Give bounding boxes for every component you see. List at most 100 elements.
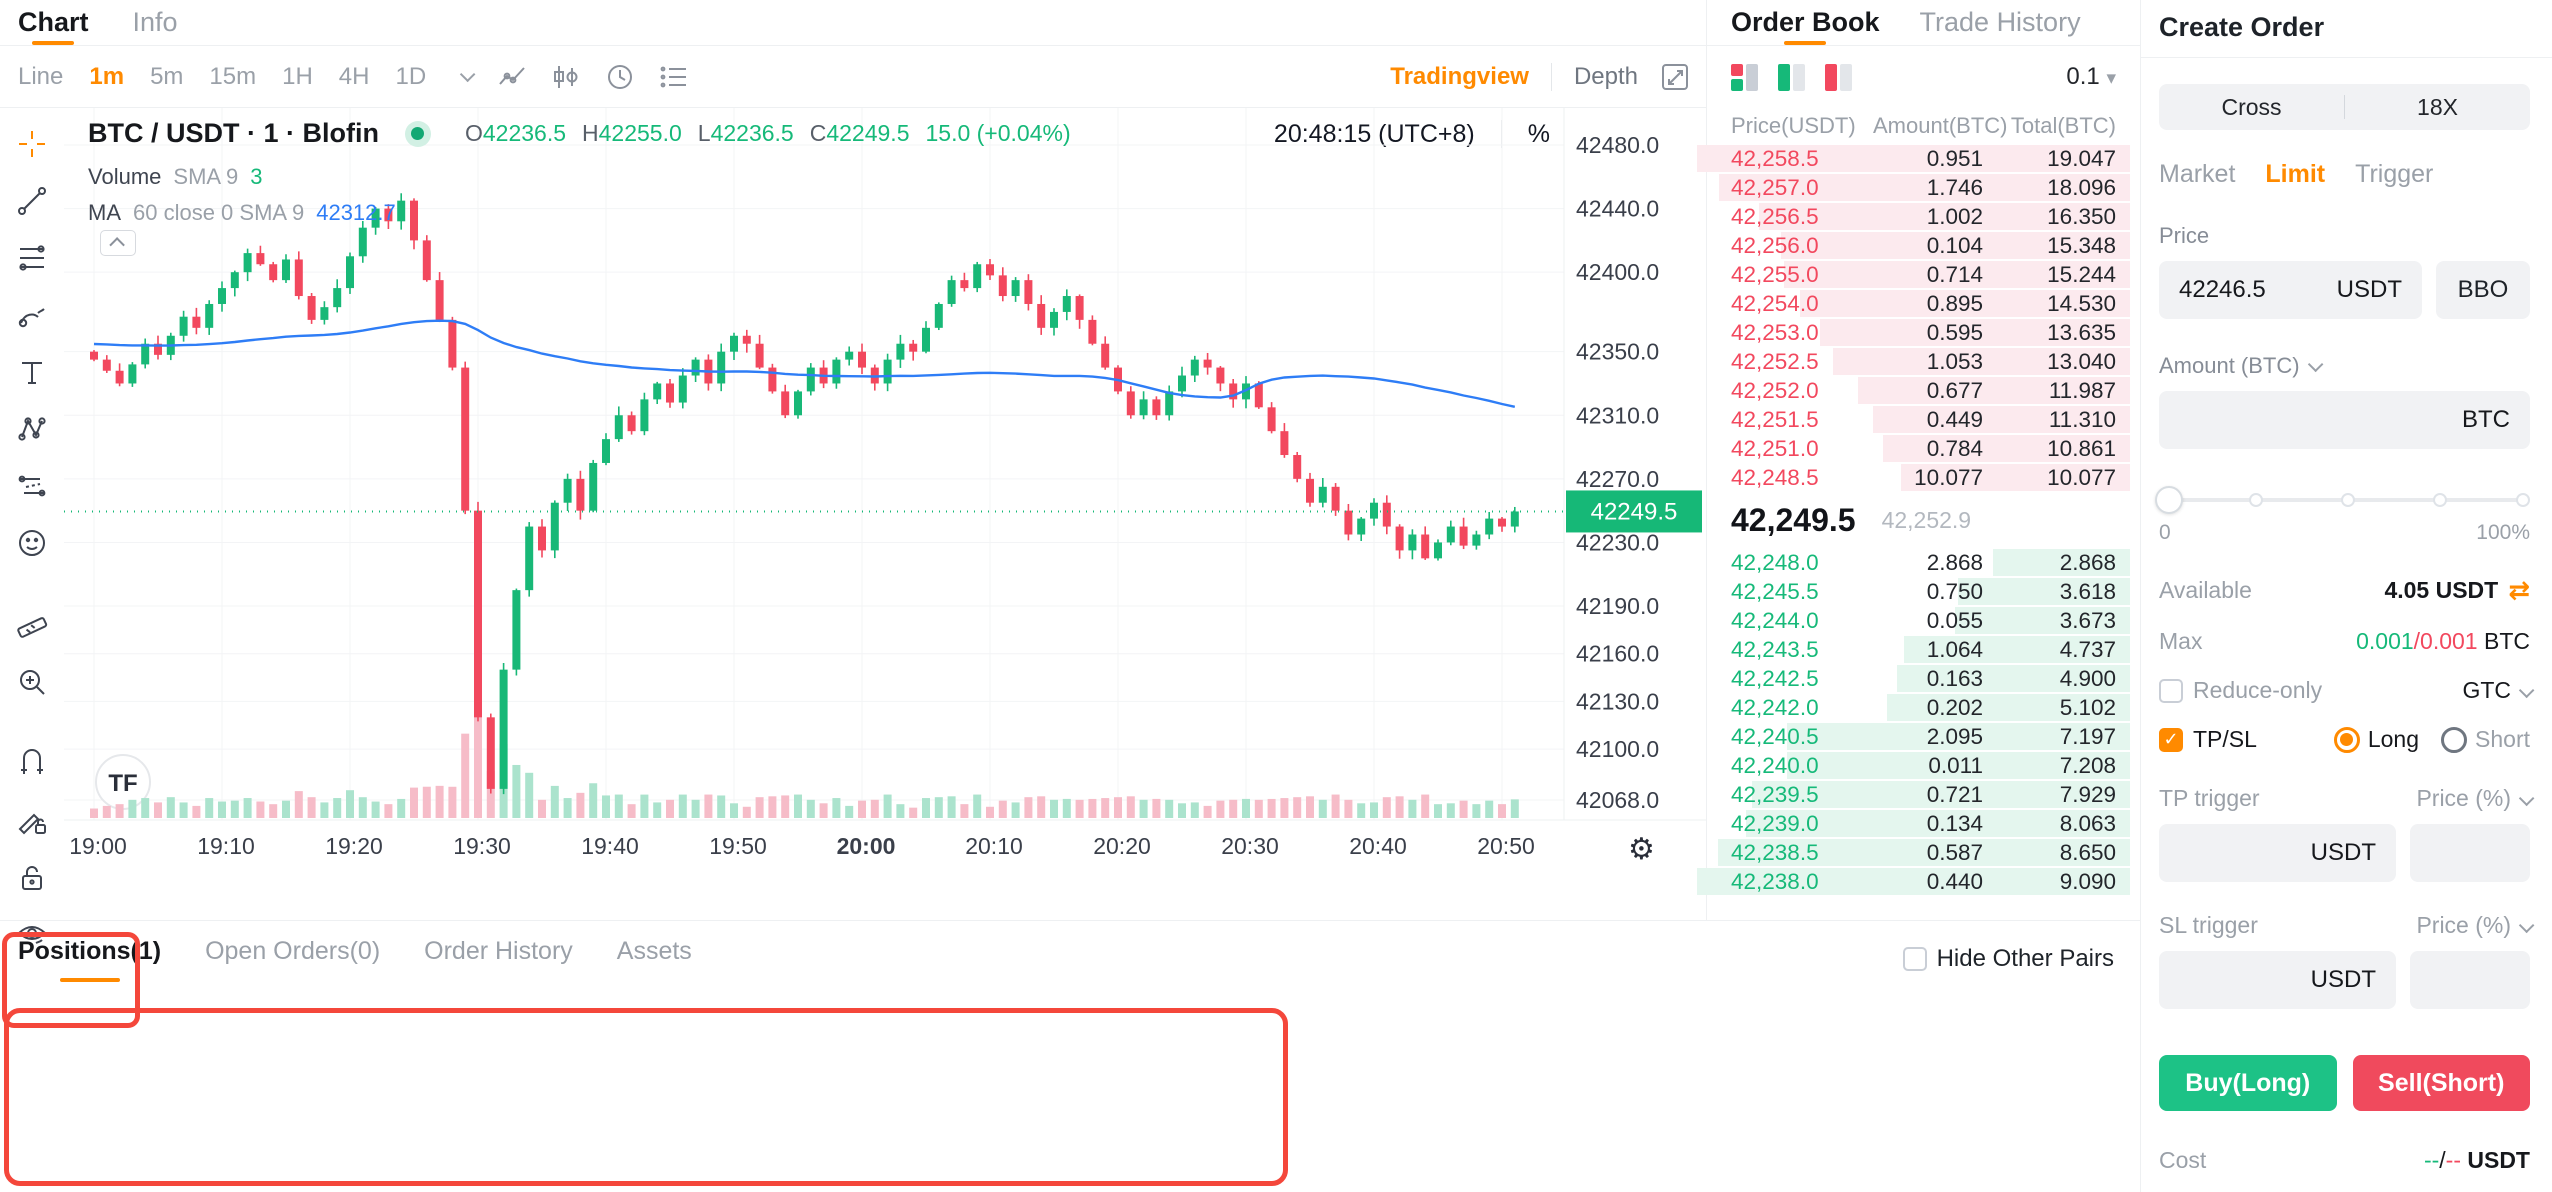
ask-row[interactable]: 42,254.0 0.895 14.530 [1707, 289, 2140, 318]
amount-slider[interactable] [2155, 485, 2530, 515]
indicators-icon[interactable] [551, 62, 581, 92]
xabcd-pattern-icon[interactable] [16, 413, 48, 445]
ohlc-readout: O42236.5 H42255.0 L42236.5 C42249.5 15.0… [464, 120, 1071, 146]
ask-row[interactable]: 42,252.0 0.677 11.987 [1707, 376, 2140, 405]
price-chart[interactable]: TF 42480.0 42440.0 42400.0 42350.0 42310.0 422… [64, 108, 1706, 868]
expand-icon[interactable] [1660, 62, 1690, 92]
timeframe-dropdown-icon[interactable] [459, 66, 476, 83]
svg-text:19:20: 19:20 [325, 833, 383, 859]
tab-positions[interactable]: Positions(1) [18, 937, 161, 988]
drawing-lock-icon[interactable] [16, 805, 48, 837]
ask-row[interactable]: 42,257.0 1.746 18.096 [1707, 173, 2140, 202]
chart-type-icon[interactable] [497, 62, 527, 92]
tab-info[interactable]: Info [132, 7, 178, 37]
bid-row[interactable]: 42,242.0 0.202 5.102 [1707, 693, 2140, 722]
tab-trigger[interactable]: Trigger [2355, 160, 2434, 188]
fib-retracement-icon[interactable] [16, 242, 48, 274]
book-view-asks-icon[interactable] [1825, 63, 1852, 91]
crosshair-icon[interactable] [16, 128, 48, 160]
buy-long-button[interactable]: Buy(Long) [2159, 1055, 2337, 1111]
chart-toolbar: Line 1m 5m 15m 1H 4H 1D Tradingview Dept… [0, 46, 1706, 108]
tp-trigger-label: TP trigger [2159, 785, 2260, 811]
tif-select[interactable]: GTC [2462, 677, 2535, 704]
tpsl-toggle[interactable]: ✓ TP/SL [2159, 726, 2257, 753]
trend-line-icon[interactable] [16, 185, 48, 217]
tab-open-orders[interactable]: Open Orders(0) [205, 937, 381, 965]
percent-scale-button[interactable]: % [1527, 119, 1550, 148]
svg-text:19:00: 19:00 [69, 833, 127, 859]
tab-trade-history[interactable]: Trade History [1919, 7, 2081, 37]
ask-row[interactable]: 42,251.5 0.449 11.310 [1707, 405, 2140, 434]
brush-icon[interactable] [16, 299, 48, 331]
zoom-in-icon[interactable] [16, 666, 48, 698]
ask-row[interactable]: 42,251.0 0.784 10.861 [1707, 434, 2140, 463]
bid-row[interactable]: 42,240.0 0.011 7.208 [1707, 751, 2140, 780]
magnet-icon[interactable] [16, 748, 48, 780]
timeframe-line[interactable]: Line [18, 62, 64, 90]
tab-order-book[interactable]: Order Book [1731, 0, 1880, 45]
timeframe-5m[interactable]: 5m [150, 62, 184, 90]
book-view-bids-icon[interactable] [1778, 63, 1805, 91]
hide-other-pairs-toggle[interactable]: Hide Other Pairs [1902, 945, 2114, 973]
timeframe-1d[interactable]: 1D [395, 62, 427, 90]
order-book-mid-row[interactable]: 42,249.5 42,252.9 [1707, 492, 2140, 548]
tp-percent-input[interactable] [2410, 824, 2530, 882]
amount-label[interactable]: Amount (BTC) [2159, 353, 2530, 379]
tab-market[interactable]: Market [2159, 160, 2236, 188]
bid-row[interactable]: 42,238.0 0.440 9.090 [1697, 867, 2140, 896]
ask-row[interactable]: 42,258.5 0.951 19.047 [1697, 144, 2140, 173]
timeframe-15m[interactable]: 15m [209, 62, 257, 90]
amount-input[interactable]: BTC [2159, 391, 2530, 449]
reduce-only-toggle[interactable]: Reduce-only [2159, 677, 2322, 704]
clock-icon[interactable] [605, 62, 635, 92]
precision-select[interactable]: 0.1 ▾ [2066, 63, 2116, 90]
bbo-button[interactable]: BBO [2436, 261, 2530, 319]
slider-knob[interactable] [2155, 486, 2183, 514]
bid-row[interactable]: 42,244.0 0.055 3.673 [1707, 606, 2140, 635]
tradingview-link[interactable]: Tradingview [1390, 62, 1529, 90]
timeframe-1h[interactable]: 1H [282, 62, 313, 90]
tab-limit[interactable]: Limit [2265, 160, 2326, 188]
ruler-icon[interactable] [16, 609, 48, 641]
ask-row[interactable]: 42,255.0 0.714 15.244 [1707, 260, 2140, 289]
ask-row[interactable]: 42,256.5 1.002 16.350 [1707, 202, 2140, 231]
book-view-both-icon[interactable] [1731, 63, 1758, 91]
bid-row[interactable]: 42,243.5 1.064 4.737 [1707, 635, 2140, 664]
swap-currency-icon[interactable]: ⇄ [2508, 575, 2530, 605]
lock-icon[interactable] [16, 862, 48, 894]
sl-price-mode-select[interactable]: Price (%) [2416, 912, 2535, 939]
ask-row[interactable]: 42,253.0 0.595 13.635 [1707, 318, 2140, 347]
emoji-icon[interactable] [16, 527, 48, 559]
tp-price-mode-select[interactable]: Price (%) [2416, 785, 2535, 812]
short-radio[interactable]: Short [2441, 726, 2530, 753]
bid-row[interactable]: 42,238.5 0.587 8.650 [1707, 838, 2140, 867]
settings-gear-icon[interactable]: ⚙ [1628, 833, 1655, 866]
long-radio[interactable]: Long [2333, 726, 2419, 753]
margin-leverage-selector[interactable]: Cross 18X [2159, 84, 2530, 130]
bid-row[interactable]: 42,239.5 0.721 7.929 [1707, 780, 2140, 809]
sl-percent-input[interactable] [2410, 951, 2530, 1009]
text-tool-icon[interactable] [16, 356, 48, 388]
sell-short-button[interactable]: Sell(Short) [2352, 1055, 2530, 1111]
bid-row[interactable]: 42,242.5 0.163 4.900 [1707, 664, 2140, 693]
tab-assets[interactable]: Assets [616, 937, 692, 965]
bid-row[interactable]: 42,239.0 0.134 8.063 [1707, 809, 2140, 838]
bid-row[interactable]: 42,245.5 0.750 3.618 [1707, 577, 2140, 606]
timeframe-1m[interactable]: 1m [89, 62, 125, 90]
price-input[interactable]: 42246.5 USDT [2159, 261, 2422, 319]
list-icon[interactable] [659, 62, 689, 92]
ask-row[interactable]: 42,252.5 1.053 13.040 [1707, 347, 2140, 376]
tp-trigger-input[interactable]: USDT [2159, 824, 2396, 882]
sl-trigger-input[interactable]: USDT [2159, 951, 2396, 1009]
ask-row[interactable]: 42,248.5 10.077 10.077 [1707, 463, 2140, 492]
projection-icon[interactable] [16, 470, 48, 502]
timeframe-4h[interactable]: 4H [338, 62, 370, 90]
tab-order-history[interactable]: Order History [424, 937, 573, 965]
svg-text:20:30: 20:30 [1221, 833, 1279, 859]
tab-chart[interactable]: Chart [18, 0, 89, 45]
depth-link[interactable]: Depth [1573, 62, 1638, 90]
collapse-indicator-button[interactable] [100, 230, 136, 256]
bid-row[interactable]: 42,240.5 2.095 7.197 [1707, 722, 2140, 751]
ask-row[interactable]: 42,256.0 0.104 15.348 [1707, 231, 2140, 260]
bid-row[interactable]: 42,248.0 2.868 2.868 [1707, 548, 2140, 577]
